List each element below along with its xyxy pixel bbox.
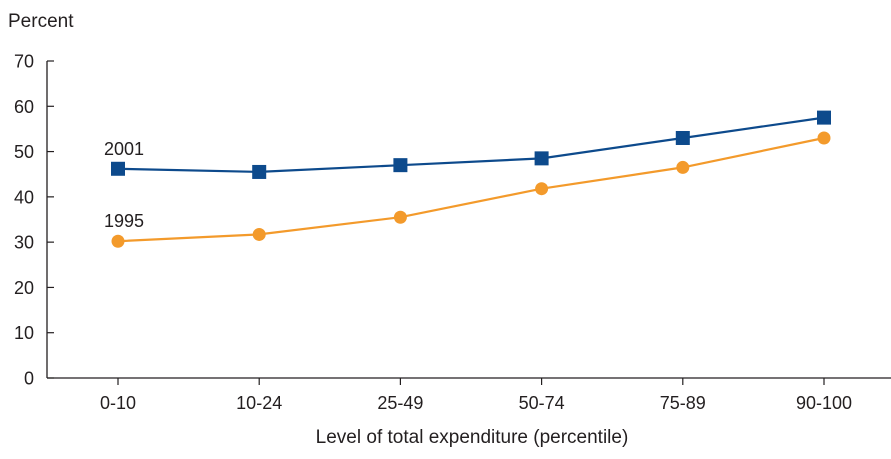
y-axis-label: Percent (8, 11, 74, 32)
y-tick-label: 0 (24, 369, 34, 389)
series-1995-label: 1995 (104, 211, 144, 231)
series-2001-point (675, 130, 690, 145)
y-tick-label: 60 (14, 97, 34, 117)
series-1995-point (676, 160, 690, 174)
axes: 0 10 20 30 40 50 60 70 0-10 10-24 25-49 50-74 75-89 9… (14, 52, 891, 413)
series-layer: 2001 1995 (104, 110, 831, 248)
y-tick-label: 70 (14, 52, 34, 72)
series-2001-point (252, 164, 267, 179)
x-axis-label: Level of total expenditure (percentile) (316, 427, 629, 448)
series-1995: 1995 (104, 131, 831, 248)
y-tick-label: 20 (14, 278, 34, 298)
series-2001-point (534, 151, 549, 166)
series-1995-point (817, 131, 831, 145)
x-tick-label: 50-74 (519, 393, 565, 413)
x-tick-label: 25-49 (377, 393, 423, 413)
series-2001-point (817, 110, 831, 125)
y-tick-label: 30 (14, 233, 34, 253)
x-tick-label: 10-24 (236, 393, 282, 413)
series-1995-point (393, 210, 407, 224)
series-2001-line (117, 116, 825, 174)
y-tick-label: 40 (14, 187, 34, 207)
series-1995-point (252, 227, 266, 241)
x-tick-label: 90-100 (796, 393, 852, 413)
series-2001-label: 2001 (104, 139, 144, 159)
series-2001: 2001 (104, 110, 831, 179)
y-tick-label: 50 (14, 142, 34, 162)
y-tick-label: 10 (14, 323, 34, 343)
series-2001-point (393, 158, 408, 173)
series-1995-line (117, 136, 825, 243)
x-tick-label: 0-10 (100, 393, 136, 413)
x-tick-label: 75-89 (660, 393, 706, 413)
series-1995-point (535, 182, 549, 196)
series-2001-point (111, 161, 125, 176)
series-1995-point (111, 234, 125, 248)
